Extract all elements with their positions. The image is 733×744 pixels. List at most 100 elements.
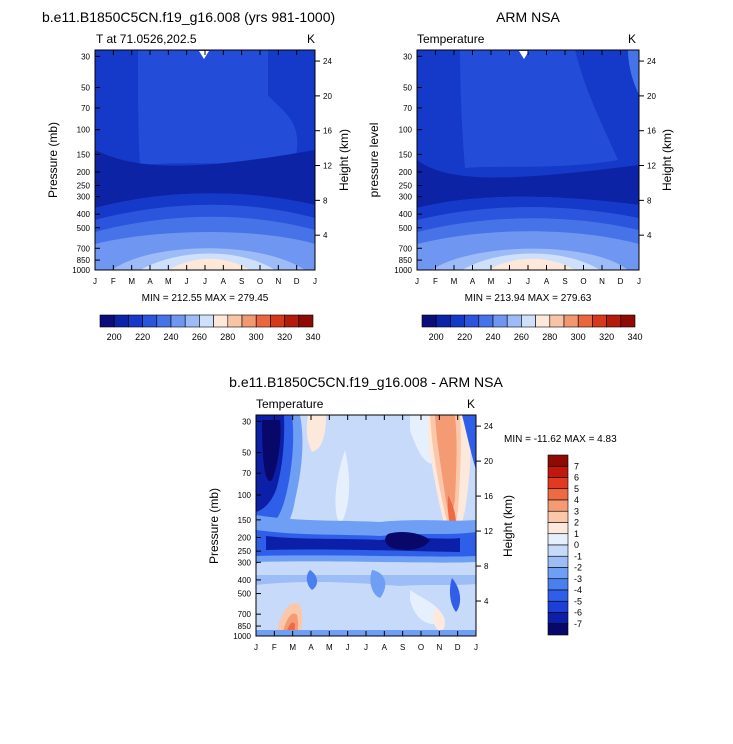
panel3-title: b.e11.B1850C5CN.f19_g16.008 - ARM NSA <box>229 374 503 390</box>
x-tick-label: M <box>128 277 135 286</box>
colorbar-label: 2 <box>574 518 579 528</box>
colorbar-swatch <box>478 314 494 328</box>
x-tick-label: J <box>508 277 512 286</box>
colorbar-label: 260 <box>192 332 207 342</box>
colorbar-swatch <box>184 314 200 328</box>
x-tick-label: J <box>346 643 350 652</box>
colorbar-swatch <box>142 314 158 328</box>
panel2-title: ARM NSA <box>496 9 560 25</box>
x-tick-label: J <box>93 277 97 286</box>
height-tick-label: 24 <box>323 57 332 66</box>
colorbar-swatch <box>547 533 569 546</box>
height-tick-label: 12 <box>647 162 656 171</box>
y-tick-label: 300 <box>77 193 91 202</box>
colorbar-label: 3 <box>574 506 579 516</box>
colorbar-swatch <box>620 314 636 328</box>
colorbar-swatch <box>577 314 593 328</box>
colorbar-label: 1 <box>574 529 579 539</box>
colorbar-swatch <box>156 314 172 328</box>
colorbar-label: -3 <box>574 574 582 584</box>
colorbar-label: 280 <box>220 332 235 342</box>
colorbar-label: 5 <box>574 484 579 494</box>
colorbar-swatch <box>113 314 129 328</box>
y-tick-label: 300 <box>238 558 252 567</box>
x-tick-label: A <box>308 643 314 652</box>
colorbar-label: 240 <box>485 332 500 342</box>
panel2-ylabel-right: Height (km) <box>660 129 674 191</box>
y-tick-label: 150 <box>238 516 252 525</box>
colorbar-label: 300 <box>571 332 586 342</box>
y-tick-label: 100 <box>399 126 413 135</box>
y-tick-label: 850 <box>238 622 252 631</box>
colorbar-swatch <box>213 314 229 328</box>
x-tick-label: M <box>451 277 458 286</box>
colorbar-swatch <box>99 314 115 328</box>
colorbar-swatch <box>547 454 569 467</box>
y-tick-label: 250 <box>399 182 413 191</box>
x-tick-label: A <box>147 277 153 286</box>
colorbar-label: 220 <box>135 332 150 342</box>
y-tick-label: 50 <box>403 83 412 92</box>
x-tick-label: A <box>544 277 550 286</box>
colorbar-swatch <box>547 544 569 557</box>
colorbar-swatch <box>227 314 243 328</box>
x-tick-label: J <box>185 277 189 286</box>
x-tick-label: A <box>470 277 476 286</box>
y-tick-label: 70 <box>242 469 251 478</box>
colorbar-swatch <box>170 314 186 328</box>
panel3-ylabel: Pressure (mb) <box>207 488 221 564</box>
height-tick-label: 4 <box>323 231 328 240</box>
colorbar-label: 340 <box>627 332 642 342</box>
panel1-right-axis: 24 20 16 12 8 4 <box>315 57 332 240</box>
height-tick-label: 16 <box>323 127 332 136</box>
x-tick-label: M <box>289 643 296 652</box>
panel-model-temperature: b.e11.B1850C5CN.f19_g16.008 (yrs 981-100… <box>42 9 351 342</box>
y-tick-label: 150 <box>399 150 413 159</box>
colorbar-swatch <box>506 314 522 328</box>
colorbar-swatch <box>241 314 257 328</box>
colorbar-swatch <box>547 623 569 636</box>
height-tick-label: 8 <box>647 196 652 205</box>
panel2-units-label: K <box>628 32 636 46</box>
y-tick-label: 850 <box>77 256 91 265</box>
x-tick-label: J <box>254 643 258 652</box>
y-tick-label: 30 <box>242 417 251 426</box>
colorbar-swatch <box>592 314 607 328</box>
colorbar-swatch <box>547 578 569 591</box>
x-tick-label: A <box>382 643 388 652</box>
y-tick-label: 700 <box>77 244 91 253</box>
y-tick-label: 400 <box>77 210 91 219</box>
x-tick-label: S <box>239 277 244 286</box>
colorbar-swatch <box>547 567 569 580</box>
colorbar-swatch <box>199 314 214 328</box>
y-tick-label: 1000 <box>394 266 412 275</box>
colorbar-label: -2 <box>574 563 582 573</box>
x-tick-label: J <box>313 277 317 286</box>
colorbar-swatch <box>547 612 569 625</box>
panel3-ylabel-right: Height (km) <box>501 495 515 557</box>
colorbar-label: 6 <box>574 473 579 483</box>
panel3-units-label: K <box>467 397 475 411</box>
colorbar-swatch <box>450 314 465 328</box>
colorbar-label: 240 <box>163 332 178 342</box>
colorbar-label: -6 <box>574 608 582 618</box>
colorbar-label: 200 <box>429 332 444 342</box>
colorbar-label: 320 <box>277 332 292 342</box>
colorbar-label: 200 <box>107 332 122 342</box>
y-tick-label: 30 <box>403 52 412 61</box>
y-tick-label: 500 <box>399 224 413 233</box>
colorbar-swatch <box>284 314 300 328</box>
colorbar-label: 300 <box>249 332 264 342</box>
colorbar-swatch <box>547 600 569 613</box>
colorbar-swatch <box>547 477 569 490</box>
y-tick-label: 30 <box>81 52 90 61</box>
panel1-colorbar: 200 220 240 260 280 300 320 340 <box>99 314 321 342</box>
panel1-ylabel: Pressure (mb) <box>46 122 60 198</box>
y-tick-label: 1000 <box>233 632 251 641</box>
colorbar-label: 220 <box>457 332 472 342</box>
